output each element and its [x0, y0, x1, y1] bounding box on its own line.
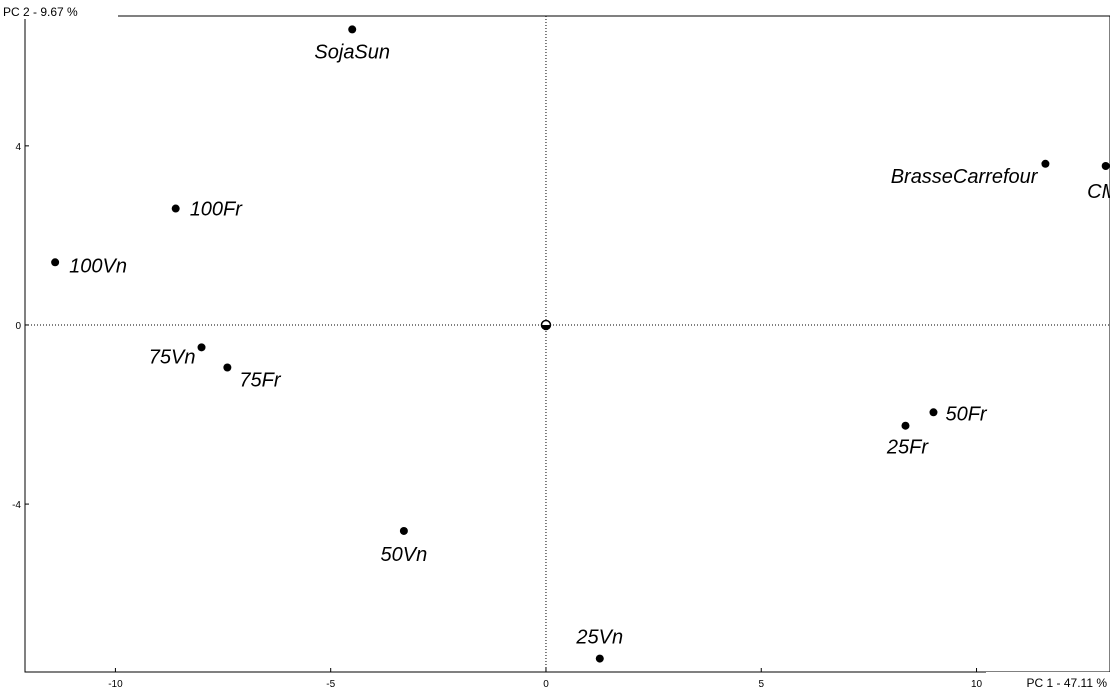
data-point-50vn — [399, 526, 408, 535]
data-point-cm — [1101, 162, 1110, 171]
x-tick-label: -5 — [326, 679, 335, 690]
data-point-100vn — [51, 258, 60, 267]
point-label-75fr: 75Fr — [239, 370, 281, 392]
point-label-cm: CM — [1087, 181, 1110, 203]
point-label-75vn: 75Vn — [149, 346, 196, 368]
y-tick-label: -4 — [12, 500, 21, 511]
x-tick-label: 5 — [758, 679, 764, 690]
y-tick-label: 0 — [15, 321, 21, 332]
point-label-50fr: 50Fr — [945, 403, 987, 425]
origin-lines — [25, 16, 1110, 672]
data-points: SojaSun 100Fr 100Vn 75Vn 75Fr 50Vn 25Vn BrasseC… — [51, 25, 1110, 663]
x-axis-label-background — [986, 672, 1110, 693]
y-axis-ticks: -4 0 4 — [12, 142, 29, 511]
data-point-25vn — [595, 654, 604, 663]
data-point-brassecarrefour — [1041, 159, 1050, 168]
data-point-25fr — [901, 421, 910, 430]
point-label-brassecarrefour: BrasseCarrefour — [891, 166, 1039, 188]
data-point-75fr — [223, 363, 232, 372]
x-tick-label: 10 — [971, 679, 983, 690]
origin-point-fill — [541, 324, 551, 330]
x-axis-ticks: -10 -5 0 5 10 — [108, 668, 983, 690]
data-point-75vn — [197, 343, 206, 352]
x-tick-label: 0 — [543, 679, 549, 690]
data-point-sojasun — [348, 25, 357, 34]
point-label-25vn: 25Vn — [575, 627, 623, 649]
point-label-100fr: 100Fr — [190, 199, 244, 221]
data-point-50fr — [929, 408, 938, 417]
point-label-50vn: 50Vn — [381, 544, 428, 566]
point-label-25fr: 25Fr — [886, 437, 929, 459]
data-point-100fr — [171, 204, 180, 213]
y-axis-label: PC 2 - 9.67 % — [3, 5, 78, 19]
y-tick-label: 4 — [15, 142, 21, 153]
x-tick-label: -10 — [108, 679, 123, 690]
y-axis-label-background — [0, 4, 118, 19]
point-label-100vn: 100Vn — [69, 255, 127, 277]
x-axis-label: PC 1 - 47.11 % — [1027, 676, 1108, 690]
plot-frame — [24, 15, 1110, 673]
point-label-sojasun: SojaSun — [314, 41, 390, 63]
